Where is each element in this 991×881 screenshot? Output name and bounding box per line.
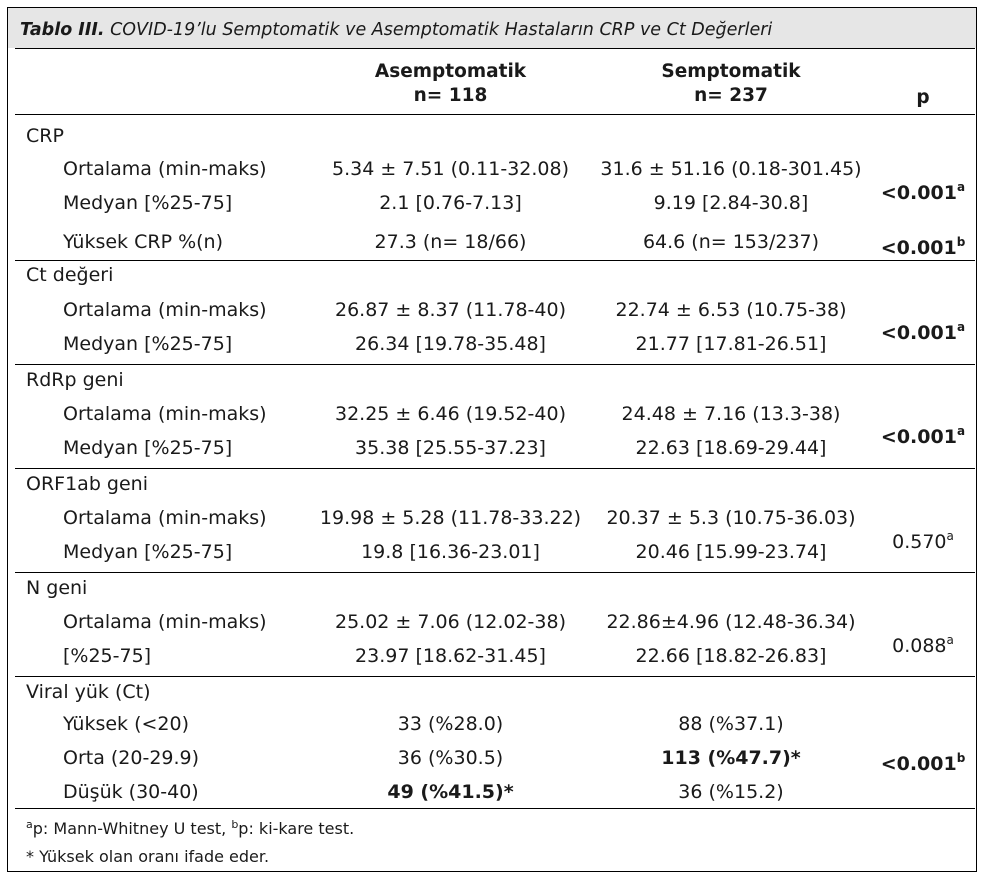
col-header-symptomatic-n: n= 237 xyxy=(694,85,768,106)
cell-symptomatic: 20.46 [15.99-23.74] xyxy=(635,541,827,563)
p-value: <0.001a xyxy=(878,176,968,204)
cell-symptomatic: 22.66 [18.82-26.83] xyxy=(635,645,827,667)
cell-asymptomatic: 35.38 [25.55-37.23] xyxy=(355,437,546,459)
row-label: [%25-75] xyxy=(63,645,152,667)
footnote-asterisk: * Yüksek olan oranı ifade eder. xyxy=(26,847,270,866)
cell-asymptomatic: 32.25 ± 6.46 (19.52-40) xyxy=(335,403,566,425)
p-value-sup: a xyxy=(956,320,966,334)
section-rule xyxy=(15,260,975,261)
section-label-crp: CRP xyxy=(26,125,64,147)
table-frame: Tablo III. COVID-19’lu Semptomatik ve As… xyxy=(7,7,977,872)
row-label: Yüksek CRP %(n) xyxy=(63,231,223,253)
cell-asymptomatic: 36 (%30.5) xyxy=(397,747,504,769)
col-header-asymptomatic-label: Asemptomatik xyxy=(374,61,527,82)
cell-symptomatic: 22.86±4.96 (12.48-36.34) xyxy=(606,611,856,633)
p-value: <0.001a xyxy=(878,420,968,448)
table-title-text: COVID-19’lu Semptomatik ve Asemptomatik … xyxy=(104,20,773,40)
footnote-sup-a: a xyxy=(26,818,33,831)
cell-symptomatic: 20.37 ± 5.3 (10.75-36.03) xyxy=(606,507,856,529)
cell-symptomatic: 24.48 ± 7.16 (13.3-38) xyxy=(621,403,841,425)
cell-symptomatic: 31.6 ± 51.16 (0.18-301.45) xyxy=(600,158,862,180)
footnote-test-a: p: Mann-Whitney U test, xyxy=(32,819,232,838)
cell-asymptomatic: 19.8 [16.36-23.01] xyxy=(361,541,540,563)
section-rule xyxy=(15,676,975,677)
p-value-text: 0.570 xyxy=(892,531,947,553)
p-value-sup: a xyxy=(946,529,954,543)
cell-asymptomatic: 33 (%28.0) xyxy=(397,713,504,735)
section-label-rdrp: RdRp geni xyxy=(26,369,124,391)
section-label-ct: Ct değeri xyxy=(26,264,114,286)
row-label: Orta (20-29.9) xyxy=(63,747,200,769)
col-header-asymptomatic: Asemptomatik n= 118 xyxy=(313,60,588,108)
cell-asymptomatic: 27.3 (n= 18/66) xyxy=(374,231,527,253)
footer-rule xyxy=(15,808,975,809)
cell-symptomatic: 88 (%37.1) xyxy=(678,713,784,735)
col-header-asymptomatic-n: n= 118 xyxy=(413,85,488,106)
p-value-text: <0.001 xyxy=(880,182,957,204)
row-label: Ortalama (min-maks) xyxy=(63,507,267,529)
row-label: Medyan [%25-75] xyxy=(63,192,233,214)
p-value-sup: b xyxy=(956,751,966,765)
row-label: Ortalama (min-maks) xyxy=(63,611,267,633)
p-value-text: <0.001 xyxy=(880,753,957,775)
col-header-symptomatic: Semptomatik n= 237 xyxy=(596,60,866,108)
cell-symptomatic: 22.63 [18.69-29.44] xyxy=(635,437,827,459)
p-value-sup: a xyxy=(956,180,966,194)
p-value: <0.001b xyxy=(878,747,968,775)
p-value: <0.001b xyxy=(878,231,968,259)
p-value-text: <0.001 xyxy=(880,322,957,344)
p-value-text: <0.001 xyxy=(880,237,957,259)
row-label: Medyan [%25-75] xyxy=(63,541,233,563)
footnote-test-b: p: ki-kare test. xyxy=(238,819,355,838)
table-title-prefix: Tablo III. xyxy=(20,20,105,40)
section-label-n-gene: N geni xyxy=(26,577,88,599)
section-rule xyxy=(15,468,975,469)
cell-symptomatic: 36 (%15.2) xyxy=(678,781,784,803)
table-title: Tablo III. COVID-19’lu Semptomatik ve As… xyxy=(20,20,772,40)
p-value-sup: b xyxy=(956,235,966,249)
cell-symptomatic: 22.74 ± 6.53 (10.75-38) xyxy=(615,299,847,321)
cell-asymptomatic: 49 (%41.5)* xyxy=(387,781,514,803)
header-rule xyxy=(15,114,975,115)
cell-symptomatic: 113 (%47.7)* xyxy=(661,747,801,769)
p-value: 0.570a xyxy=(878,525,968,553)
cell-asymptomatic: 5.34 ± 7.51 (0.11-32.08) xyxy=(331,158,570,180)
col-header-p: p xyxy=(916,87,930,108)
cell-asymptomatic: 26.87 ± 8.37 (11.78-40) xyxy=(335,299,566,321)
cell-asymptomatic: 2.1 [0.76-7.13] xyxy=(379,192,522,214)
p-value: <0.001a xyxy=(878,316,968,344)
footnote-sup-b: b xyxy=(231,818,239,831)
row-label: Medyan [%25-75] xyxy=(63,437,233,459)
section-label-viral-load: Viral yük (Ct) xyxy=(26,681,151,703)
row-label: Ortalama (min-maks) xyxy=(63,403,267,425)
row-label: Yüksek (<20) xyxy=(63,713,190,735)
footnote-tests: ap: Mann-Whitney U test, bp: ki-kare tes… xyxy=(26,818,354,838)
row-label: Düşük (30-40) xyxy=(63,781,199,803)
section-rule xyxy=(15,364,975,365)
cell-symptomatic: 64.6 (n= 153/237) xyxy=(642,231,820,253)
p-value-text: 0.088 xyxy=(892,635,947,657)
cell-asymptomatic: 25.02 ± 7.06 (12.02-38) xyxy=(335,611,566,633)
table-title-bar: Tablo III. COVID-19’lu Semptomatik ve As… xyxy=(8,8,976,48)
section-rule xyxy=(15,572,975,573)
p-value-sup: a xyxy=(956,424,966,438)
cell-symptomatic: 9.19 [2.84-30.8] xyxy=(653,192,809,214)
section-label-orf1ab: ORF1ab geni xyxy=(26,473,148,495)
cell-asymptomatic: 23.97 [18.62-31.45] xyxy=(355,645,546,667)
row-label: Ortalama (min-maks) xyxy=(63,299,267,321)
row-label: Medyan [%25-75] xyxy=(63,333,233,355)
cell-symptomatic: 21.77 [17.81-26.51] xyxy=(635,333,827,355)
title-rule xyxy=(15,48,975,49)
cell-asymptomatic: 26.34 [19.78-35.48] xyxy=(355,333,546,355)
p-value-text: <0.001 xyxy=(880,426,957,448)
p-value-sup: a xyxy=(946,633,954,647)
p-value: 0.088a xyxy=(878,629,968,657)
cell-asymptomatic: 19.98 ± 5.28 (11.78-33.22) xyxy=(319,507,582,529)
col-header-symptomatic-label: Semptomatik xyxy=(661,61,801,82)
row-label: Ortalama (min-maks) xyxy=(63,158,267,180)
